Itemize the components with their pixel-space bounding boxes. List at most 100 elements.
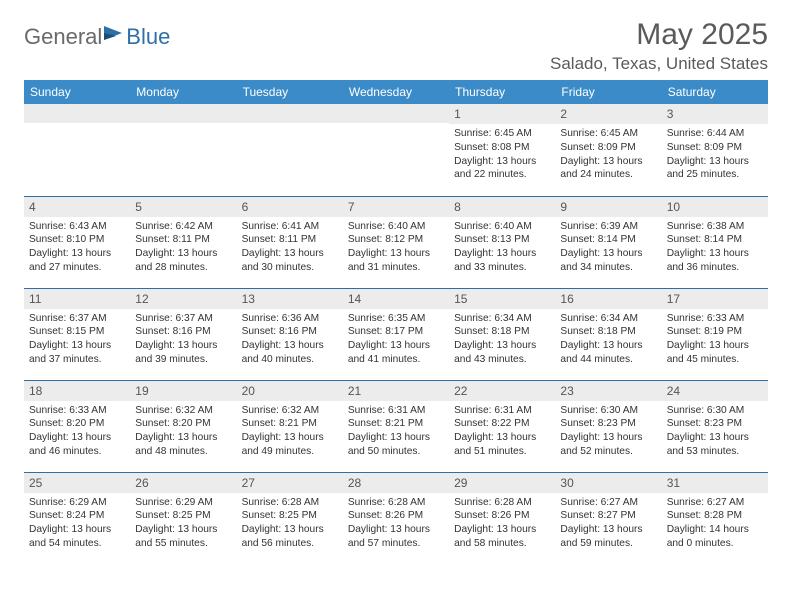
calendar-row: 1Sunrise: 6:45 AMSunset: 8:08 PMDaylight… [24, 104, 768, 196]
calendar-row: 11Sunrise: 6:37 AMSunset: 8:15 PMDayligh… [24, 288, 768, 380]
day-details: Sunrise: 6:31 AMSunset: 8:21 PMDaylight:… [343, 401, 449, 462]
flag-icon [102, 24, 124, 47]
day-number: 15 [449, 289, 555, 309]
calendar-cell [24, 104, 130, 196]
day-details: Sunrise: 6:40 AMSunset: 8:12 PMDaylight:… [343, 217, 449, 278]
day-number: 13 [237, 289, 343, 309]
day-number: 24 [662, 381, 768, 401]
day-details: Sunrise: 6:27 AMSunset: 8:28 PMDaylight:… [662, 493, 768, 554]
day-number: 12 [130, 289, 236, 309]
calendar-cell: 4Sunrise: 6:43 AMSunset: 8:10 PMDaylight… [24, 196, 130, 288]
day-number: 4 [24, 197, 130, 217]
title-block: May 2025 Salado, Texas, United States [550, 18, 768, 74]
day-number: 14 [343, 289, 449, 309]
calendar-row: 18Sunrise: 6:33 AMSunset: 8:20 PMDayligh… [24, 380, 768, 472]
day-details: Sunrise: 6:28 AMSunset: 8:26 PMDaylight:… [449, 493, 555, 554]
day-details: Sunrise: 6:29 AMSunset: 8:25 PMDaylight:… [130, 493, 236, 554]
day-details: Sunrise: 6:33 AMSunset: 8:20 PMDaylight:… [24, 401, 130, 462]
calendar-cell: 19Sunrise: 6:32 AMSunset: 8:20 PMDayligh… [130, 380, 236, 472]
calendar-cell: 30Sunrise: 6:27 AMSunset: 8:27 PMDayligh… [555, 472, 661, 564]
day-details: Sunrise: 6:45 AMSunset: 8:08 PMDaylight:… [449, 124, 555, 185]
day-details: Sunrise: 6:44 AMSunset: 8:09 PMDaylight:… [662, 124, 768, 185]
calendar-head: SundayMondayTuesdayWednesdayThursdayFrid… [24, 80, 768, 104]
calendar-cell: 6Sunrise: 6:41 AMSunset: 8:11 PMDaylight… [237, 196, 343, 288]
day-number: 23 [555, 381, 661, 401]
calendar-cell: 28Sunrise: 6:28 AMSunset: 8:26 PMDayligh… [343, 472, 449, 564]
logo: General Blue [24, 24, 170, 50]
calendar-cell: 20Sunrise: 6:32 AMSunset: 8:21 PMDayligh… [237, 380, 343, 472]
day-number [24, 104, 130, 123]
day-details: Sunrise: 6:45 AMSunset: 8:09 PMDaylight:… [555, 124, 661, 185]
day-details: Sunrise: 6:36 AMSunset: 8:16 PMDaylight:… [237, 309, 343, 370]
day-number: 10 [662, 197, 768, 217]
calendar-cell: 24Sunrise: 6:30 AMSunset: 8:23 PMDayligh… [662, 380, 768, 472]
calendar-cell: 1Sunrise: 6:45 AMSunset: 8:08 PMDaylight… [449, 104, 555, 196]
calendar-cell: 11Sunrise: 6:37 AMSunset: 8:15 PMDayligh… [24, 288, 130, 380]
day-details: Sunrise: 6:38 AMSunset: 8:14 PMDaylight:… [662, 217, 768, 278]
day-number: 1 [449, 104, 555, 124]
day-number: 17 [662, 289, 768, 309]
calendar-cell: 27Sunrise: 6:28 AMSunset: 8:25 PMDayligh… [237, 472, 343, 564]
day-details: Sunrise: 6:27 AMSunset: 8:27 PMDaylight:… [555, 493, 661, 554]
day-number: 26 [130, 473, 236, 493]
logo-text-blue: Blue [126, 24, 170, 50]
location: Salado, Texas, United States [550, 54, 768, 74]
day-number: 3 [662, 104, 768, 124]
day-header: Saturday [662, 80, 768, 104]
calendar-cell [237, 104, 343, 196]
calendar-cell: 26Sunrise: 6:29 AMSunset: 8:25 PMDayligh… [130, 472, 236, 564]
day-number: 8 [449, 197, 555, 217]
day-number: 25 [24, 473, 130, 493]
calendar-row: 4Sunrise: 6:43 AMSunset: 8:10 PMDaylight… [24, 196, 768, 288]
day-number: 31 [662, 473, 768, 493]
calendar-cell: 3Sunrise: 6:44 AMSunset: 8:09 PMDaylight… [662, 104, 768, 196]
day-details: Sunrise: 6:35 AMSunset: 8:17 PMDaylight:… [343, 309, 449, 370]
calendar-cell: 7Sunrise: 6:40 AMSunset: 8:12 PMDaylight… [343, 196, 449, 288]
day-number: 21 [343, 381, 449, 401]
calendar-cell: 29Sunrise: 6:28 AMSunset: 8:26 PMDayligh… [449, 472, 555, 564]
day-details: Sunrise: 6:31 AMSunset: 8:22 PMDaylight:… [449, 401, 555, 462]
day-number: 16 [555, 289, 661, 309]
calendar-row: 25Sunrise: 6:29 AMSunset: 8:24 PMDayligh… [24, 472, 768, 564]
day-header: Sunday [24, 80, 130, 104]
calendar-cell: 22Sunrise: 6:31 AMSunset: 8:22 PMDayligh… [449, 380, 555, 472]
day-details: Sunrise: 6:28 AMSunset: 8:25 PMDaylight:… [237, 493, 343, 554]
day-details: Sunrise: 6:41 AMSunset: 8:11 PMDaylight:… [237, 217, 343, 278]
day-details: Sunrise: 6:39 AMSunset: 8:14 PMDaylight:… [555, 217, 661, 278]
day-number: 5 [130, 197, 236, 217]
calendar-cell: 31Sunrise: 6:27 AMSunset: 8:28 PMDayligh… [662, 472, 768, 564]
calendar-cell: 16Sunrise: 6:34 AMSunset: 8:18 PMDayligh… [555, 288, 661, 380]
day-details: Sunrise: 6:30 AMSunset: 8:23 PMDaylight:… [662, 401, 768, 462]
calendar-cell: 21Sunrise: 6:31 AMSunset: 8:21 PMDayligh… [343, 380, 449, 472]
calendar-cell: 9Sunrise: 6:39 AMSunset: 8:14 PMDaylight… [555, 196, 661, 288]
day-number: 6 [237, 197, 343, 217]
day-details: Sunrise: 6:29 AMSunset: 8:24 PMDaylight:… [24, 493, 130, 554]
day-header: Wednesday [343, 80, 449, 104]
day-number: 11 [24, 289, 130, 309]
day-details: Sunrise: 6:40 AMSunset: 8:13 PMDaylight:… [449, 217, 555, 278]
day-header: Tuesday [237, 80, 343, 104]
day-details: Sunrise: 6:30 AMSunset: 8:23 PMDaylight:… [555, 401, 661, 462]
calendar-body: 1Sunrise: 6:45 AMSunset: 8:08 PMDaylight… [24, 104, 768, 564]
calendar-cell [343, 104, 449, 196]
day-number [343, 104, 449, 123]
day-number: 20 [237, 381, 343, 401]
calendar-cell: 14Sunrise: 6:35 AMSunset: 8:17 PMDayligh… [343, 288, 449, 380]
day-number: 9 [555, 197, 661, 217]
day-details: Sunrise: 6:32 AMSunset: 8:20 PMDaylight:… [130, 401, 236, 462]
day-number: 27 [237, 473, 343, 493]
month-title: May 2025 [550, 18, 768, 52]
day-number: 29 [449, 473, 555, 493]
calendar-cell: 8Sunrise: 6:40 AMSunset: 8:13 PMDaylight… [449, 196, 555, 288]
calendar-cell: 12Sunrise: 6:37 AMSunset: 8:16 PMDayligh… [130, 288, 236, 380]
calendar-table: SundayMondayTuesdayWednesdayThursdayFrid… [24, 80, 768, 564]
day-details: Sunrise: 6:37 AMSunset: 8:15 PMDaylight:… [24, 309, 130, 370]
calendar-cell: 23Sunrise: 6:30 AMSunset: 8:23 PMDayligh… [555, 380, 661, 472]
calendar-cell: 2Sunrise: 6:45 AMSunset: 8:09 PMDaylight… [555, 104, 661, 196]
day-number: 19 [130, 381, 236, 401]
day-details: Sunrise: 6:34 AMSunset: 8:18 PMDaylight:… [449, 309, 555, 370]
day-details: Sunrise: 6:43 AMSunset: 8:10 PMDaylight:… [24, 217, 130, 278]
day-details: Sunrise: 6:34 AMSunset: 8:18 PMDaylight:… [555, 309, 661, 370]
day-details: Sunrise: 6:28 AMSunset: 8:26 PMDaylight:… [343, 493, 449, 554]
day-header: Friday [555, 80, 661, 104]
